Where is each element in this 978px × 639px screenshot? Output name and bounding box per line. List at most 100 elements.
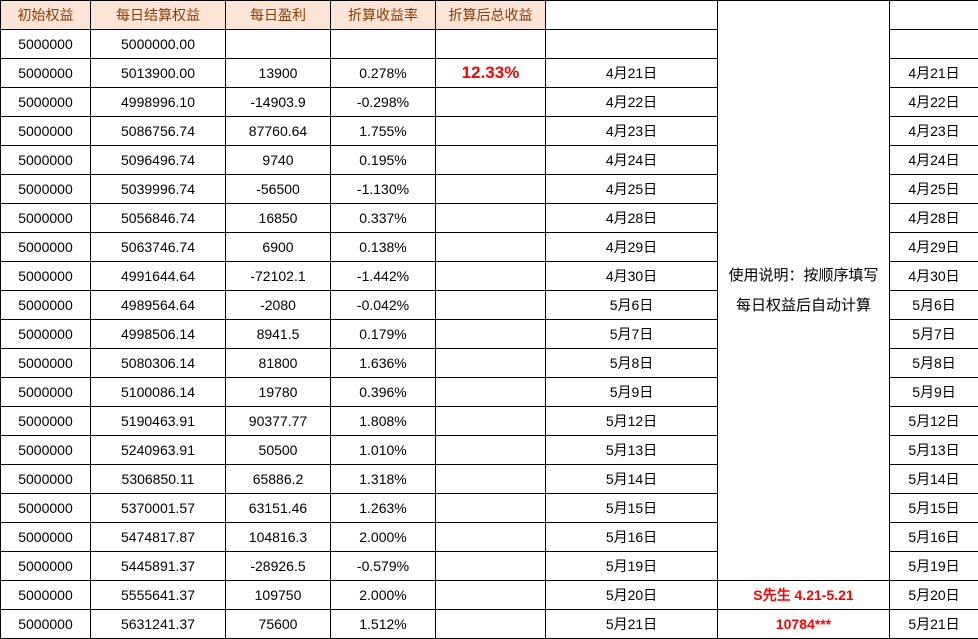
cell-daily-profit[interactable]: -14903.9 bbox=[225, 87, 331, 117]
cell-date-left[interactable]: 5月12日 bbox=[545, 406, 718, 436]
cell-initial-equity[interactable]: 5000000 bbox=[0, 232, 91, 262]
cell-date-right[interactable]: 4月22日 bbox=[889, 87, 978, 117]
cell-converted-rate[interactable] bbox=[330, 29, 436, 59]
cell-date-right[interactable]: 4月30日 bbox=[889, 261, 978, 291]
cell-date-left[interactable]: 5月13日 bbox=[545, 435, 718, 465]
cell-daily-profit[interactable]: 63151.46 bbox=[225, 493, 331, 523]
cell-total-return[interactable] bbox=[435, 87, 546, 117]
cell-initial-equity[interactable]: 5000000 bbox=[0, 319, 91, 349]
cell-daily-profit[interactable]: 75600 bbox=[225, 609, 331, 639]
cell-initial-equity[interactable]: 5000000 bbox=[0, 493, 91, 523]
cell-converted-rate[interactable]: 1.808% bbox=[330, 406, 436, 436]
cell-date-left[interactable]: 5月8日 bbox=[545, 348, 718, 378]
cell-daily-settled-equity[interactable]: 5000000.00 bbox=[90, 29, 226, 59]
cell-converted-rate[interactable]: 0.138% bbox=[330, 232, 436, 262]
cell-daily-settled-equity[interactable]: 5370001.57 bbox=[90, 493, 226, 523]
cell-date-left[interactable]: 4月24日 bbox=[545, 145, 718, 175]
cell-daily-profit[interactable]: -28926.5 bbox=[225, 551, 331, 581]
usage-note-cell[interactable]: 使用说明：按顺序填写 每日权益后自动计算 bbox=[717, 0, 890, 581]
cell-daily-settled-equity[interactable]: 4991644.64 bbox=[90, 261, 226, 291]
cell-date-left[interactable]: 5月9日 bbox=[545, 377, 718, 407]
cell-daily-settled-equity[interactable]: 5445891.37 bbox=[90, 551, 226, 581]
cell-daily-settled-equity[interactable]: 4998996.10 bbox=[90, 87, 226, 117]
cell-date-left[interactable]: 5月15日 bbox=[545, 493, 718, 523]
cell-daily-settled-equity[interactable]: 5190463.91 bbox=[90, 406, 226, 436]
cell-daily-settled-equity[interactable]: 5240963.91 bbox=[90, 435, 226, 465]
cell-converted-rate[interactable]: 1.512% bbox=[330, 609, 436, 639]
cell-date-left[interactable]: 4月21日 bbox=[545, 58, 718, 88]
cell-initial-equity[interactable]: 5000000 bbox=[0, 348, 91, 378]
cell-date-left[interactable]: 4月29日 bbox=[545, 232, 718, 262]
cell-converted-rate[interactable]: 0.337% bbox=[330, 203, 436, 233]
cell-total-return[interactable] bbox=[435, 290, 546, 320]
cell-daily-settled-equity[interactable]: 5096496.74 bbox=[90, 145, 226, 175]
cell-date-left[interactable]: 5月19日 bbox=[545, 551, 718, 581]
col-header-converted-rate[interactable]: 折算收益率 bbox=[330, 0, 436, 30]
cell-daily-profit[interactable]: 9740 bbox=[225, 145, 331, 175]
cell-daily-settled-equity[interactable]: 5080306.14 bbox=[90, 348, 226, 378]
cell-date-right[interactable]: 5月15日 bbox=[889, 493, 978, 523]
cell-daily-settled-equity[interactable]: 5100086.14 bbox=[90, 377, 226, 407]
cell-converted-rate[interactable]: 1.318% bbox=[330, 464, 436, 494]
cell-converted-rate[interactable]: 2.000% bbox=[330, 522, 436, 552]
cell-converted-rate[interactable]: 1.636% bbox=[330, 348, 436, 378]
cell-date-left[interactable]: 5月16日 bbox=[545, 522, 718, 552]
cell-converted-rate[interactable]: -0.298% bbox=[330, 87, 436, 117]
cell-date-right[interactable]: 5月16日 bbox=[889, 522, 978, 552]
cell-daily-settled-equity[interactable]: 5013900.00 bbox=[90, 58, 226, 88]
cell-daily-settled-equity[interactable]: 5555641.37 bbox=[90, 580, 226, 610]
cell-total-return[interactable] bbox=[435, 435, 546, 465]
cell-date-right[interactable]: 5月19日 bbox=[889, 551, 978, 581]
cell-date-left[interactable]: 4月23日 bbox=[545, 116, 718, 146]
cell-total-return[interactable] bbox=[435, 116, 546, 146]
cell-total-return[interactable] bbox=[435, 406, 546, 436]
date-left-header-cell[interactable] bbox=[545, 0, 718, 30]
cell-total-return[interactable] bbox=[435, 261, 546, 291]
cell-initial-equity[interactable]: 5000000 bbox=[0, 87, 91, 117]
cell-date-left[interactable]: 5月7日 bbox=[545, 319, 718, 349]
cell-total-return[interactable] bbox=[435, 493, 546, 523]
cell-date-left[interactable]: 4月28日 bbox=[545, 203, 718, 233]
cell-daily-profit[interactable]: 8941.5 bbox=[225, 319, 331, 349]
cell-daily-profit[interactable]: 65886.2 bbox=[225, 464, 331, 494]
cell-date-right[interactable]: 5月21日 bbox=[889, 609, 978, 639]
cell-converted-rate[interactable]: -0.042% bbox=[330, 290, 436, 320]
cell-date-right[interactable]: 4月29日 bbox=[889, 232, 978, 262]
cell-date-right[interactable]: 5月12日 bbox=[889, 406, 978, 436]
cell-daily-settled-equity[interactable]: 5086756.74 bbox=[90, 116, 226, 146]
cell-daily-profit[interactable]: 81800 bbox=[225, 348, 331, 378]
cell-daily-settled-equity[interactable]: 4998506.14 bbox=[90, 319, 226, 349]
cell-converted-rate[interactable]: 1.755% bbox=[330, 116, 436, 146]
cell-converted-rate[interactable]: 1.263% bbox=[330, 493, 436, 523]
cell-initial-equity[interactable]: 5000000 bbox=[0, 580, 91, 610]
cell-date-right[interactable]: 4月21日 bbox=[889, 58, 978, 88]
cell-daily-profit[interactable]: 109750 bbox=[225, 580, 331, 610]
cell-date-right[interactable]: 5月6日 bbox=[889, 290, 978, 320]
cell-initial-equity[interactable]: 5000000 bbox=[0, 290, 91, 320]
cell-date-left[interactable]: 5月6日 bbox=[545, 290, 718, 320]
cell-initial-equity[interactable]: 5000000 bbox=[0, 116, 91, 146]
cell-converted-rate[interactable]: 0.278% bbox=[330, 58, 436, 88]
cell-daily-profit[interactable]: -72102.1 bbox=[225, 261, 331, 291]
cell-total-return[interactable] bbox=[435, 145, 546, 175]
cell-total-return[interactable] bbox=[435, 580, 546, 610]
cell-initial-equity[interactable]: 5000000 bbox=[0, 406, 91, 436]
cell-total-return[interactable] bbox=[435, 551, 546, 581]
cell-initial-equity[interactable]: 5000000 bbox=[0, 464, 91, 494]
cell-daily-settled-equity[interactable]: 5063746.74 bbox=[90, 232, 226, 262]
cell-date-left[interactable]: 4月25日 bbox=[545, 174, 718, 204]
col-header-initial-equity[interactable]: 初始权益 bbox=[0, 0, 91, 30]
col-header-daily-profit[interactable]: 每日盈利 bbox=[225, 0, 331, 30]
cell-converted-rate[interactable]: 1.010% bbox=[330, 435, 436, 465]
cell-daily-profit[interactable]: 19780 bbox=[225, 377, 331, 407]
cell-daily-profit[interactable]: 90377.77 bbox=[225, 406, 331, 436]
cell-total-return[interactable] bbox=[435, 464, 546, 494]
cell-date-left[interactable]: 5月14日 bbox=[545, 464, 718, 494]
cell-converted-rate[interactable]: -1.130% bbox=[330, 174, 436, 204]
cell-daily-profit[interactable]: 104816.3 bbox=[225, 522, 331, 552]
cell-date-right[interactable]: 5月20日 bbox=[889, 580, 978, 610]
cell-initial-equity[interactable]: 5000000 bbox=[0, 29, 91, 59]
cell-date-left[interactable] bbox=[545, 29, 718, 59]
cell-initial-equity[interactable]: 5000000 bbox=[0, 174, 91, 204]
cell-total-return[interactable] bbox=[435, 29, 546, 59]
